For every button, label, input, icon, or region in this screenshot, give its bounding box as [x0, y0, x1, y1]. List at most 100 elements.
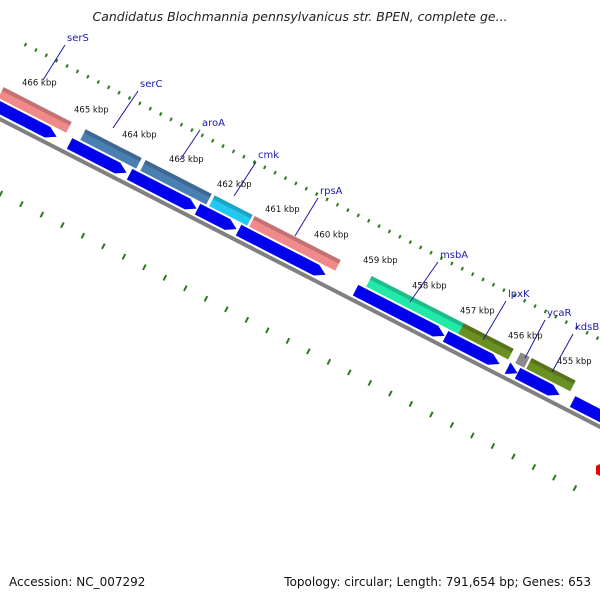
- outer-tick: [96, 80, 100, 85]
- outer-tick: [481, 277, 485, 282]
- inner-tick: [39, 211, 45, 218]
- outer-tick: [522, 298, 527, 303]
- kbp-label: 459 kbp: [363, 256, 398, 266]
- inner-tick: [449, 421, 455, 429]
- outer-tick: [366, 218, 371, 223]
- outer-tick: [127, 96, 132, 101]
- map-title: Candidatus Blochmannia pennsylvanicus st…: [92, 9, 508, 24]
- inner-tick: [121, 253, 127, 260]
- cds-arrow: [194, 203, 237, 230]
- inner-tick: [347, 369, 352, 376]
- kbp-label: 456 kbp: [508, 332, 543, 342]
- inner-tick: [572, 484, 578, 492]
- inner-tick: [183, 285, 188, 292]
- kbp-label: 466 kbp: [22, 78, 57, 88]
- outer-tick: [554, 314, 558, 319]
- cds-arrow: [235, 224, 326, 276]
- inner-tick: [388, 390, 393, 397]
- inner-tick-track: [0, 190, 578, 492]
- leader-rpsA: [294, 197, 319, 237]
- outer-tick-track: [23, 42, 600, 341]
- outer-tick: [439, 256, 444, 261]
- kbp-label: 463 kbp: [169, 155, 204, 165]
- kbp-label: 462 kbp: [217, 180, 252, 190]
- outer-tick: [86, 74, 90, 79]
- gene-label-serS: serS: [67, 33, 89, 44]
- outer-tick: [533, 304, 537, 309]
- leader-lpxK: [482, 300, 507, 341]
- outer-tick: [117, 90, 121, 95]
- inner-tick: [285, 337, 291, 344]
- outer-tick: [585, 330, 589, 335]
- outer-tick: [148, 106, 152, 111]
- gene-serS: [0, 87, 72, 133]
- leader-aroA: [179, 129, 201, 161]
- accession-text: Accession: NC_007292: [9, 575, 146, 589]
- outer-tick: [294, 181, 298, 186]
- outer-tick: [460, 266, 464, 271]
- kbp-label: 461 kbp: [265, 205, 300, 215]
- inner-tick: [101, 243, 106, 250]
- cds-arrow: [352, 284, 445, 337]
- outer-tick: [450, 261, 454, 266]
- outer-tick: [179, 122, 184, 127]
- outer-tick: [314, 192, 319, 197]
- leader-serS: [42, 44, 66, 81]
- inner-tick: [162, 274, 168, 281]
- inner-tick: [552, 474, 557, 481]
- outer-tick: [502, 288, 506, 293]
- inner-tick: [511, 453, 516, 460]
- inner-tick: [367, 379, 373, 387]
- leader-msbA: [409, 261, 439, 303]
- outer-tick: [273, 170, 277, 175]
- kbp-label: 455 kbp: [557, 357, 592, 367]
- inner-tick: [142, 264, 147, 271]
- inner-tick: [80, 232, 86, 239]
- gene-shade-rpsA: [252, 215, 341, 264]
- inner-tick: [244, 316, 250, 323]
- genome-backbone: [0, 116, 600, 430]
- outer-tick: [325, 197, 329, 202]
- leader-kdsB: [551, 333, 574, 373]
- outer-tick: [54, 58, 59, 63]
- gene-label-msbA: msbA: [440, 250, 468, 261]
- outer-tick: [564, 320, 568, 325]
- gene-shade-serC: [83, 129, 142, 162]
- outer-tick: [387, 229, 392, 234]
- outer-tick: [138, 101, 142, 106]
- outer-tick: [512, 293, 516, 298]
- outer-tick: [574, 325, 579, 330]
- inner-tick: [0, 190, 4, 197]
- outer-tick: [231, 149, 236, 154]
- outer-tick: [429, 250, 433, 255]
- outer-tick: [543, 309, 548, 314]
- kbp-label: 457 kbp: [460, 307, 495, 317]
- kbp-label: 465 kbp: [74, 105, 109, 115]
- outer-tick: [65, 64, 69, 69]
- outer-tick: [158, 112, 163, 117]
- outer-tick: [470, 272, 475, 277]
- cds-arrow: [442, 330, 500, 365]
- outer-tick: [262, 165, 267, 170]
- outer-tick: [106, 85, 111, 90]
- cds-arrow: [569, 396, 600, 423]
- outer-tick: [491, 282, 496, 287]
- gene-label-lpxK: lpxK: [508, 289, 530, 300]
- outer-tick: [335, 202, 340, 207]
- gene-label-ycaR: ycaR: [547, 308, 572, 319]
- cds-arrow: [504, 362, 518, 374]
- summary-text: Topology: circular; Length: 791,654 bp; …: [284, 575, 591, 589]
- inner-tick: [60, 222, 65, 229]
- gene-cmk: [209, 195, 253, 226]
- outer-tick: [346, 208, 350, 213]
- outer-tick: [75, 69, 80, 74]
- cds-track: [0, 101, 600, 423]
- gene-unnamed: [515, 352, 530, 368]
- cds-arrow: [126, 168, 197, 210]
- kbp-label: 458 kbp: [412, 282, 447, 292]
- inner-tick: [429, 411, 434, 418]
- inner-tick: [408, 400, 414, 408]
- inner-tick: [265, 327, 270, 334]
- position-labels: 466 kbp 465 kbp 464 kbp 463 kbp 462 kbp 461 k…: [22, 78, 592, 367]
